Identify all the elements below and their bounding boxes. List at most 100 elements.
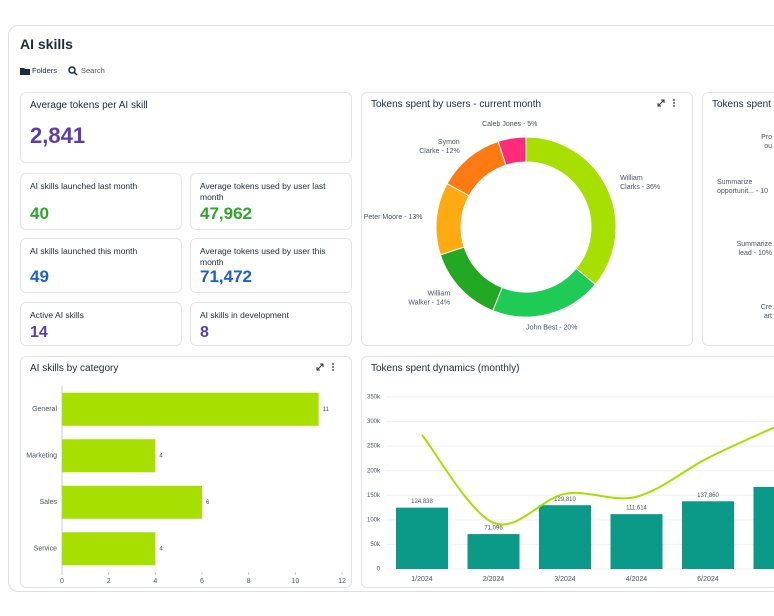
kpi-card: Average tokens per AI skill 2,841 <box>20 92 352 163</box>
kpi-card: Average tokens used by user last month 47… <box>190 173 352 230</box>
slice-label: Clarke - 12% <box>419 148 459 155</box>
y-tick-label: 150k <box>367 493 381 499</box>
bar <box>62 392 319 426</box>
value-label: 4 <box>159 453 163 459</box>
x-tick-label: 10 <box>291 578 299 585</box>
x-tick-label: 4 <box>153 578 157 585</box>
slice-label: John Best - 20% <box>526 325 577 332</box>
value-label: 6 <box>206 500 210 506</box>
bar <box>753 486 774 569</box>
x-tick-label: 0 <box>60 578 64 585</box>
slice-label: Cre <box>761 304 772 311</box>
dashboard-frame <box>8 25 774 592</box>
bar <box>62 532 156 566</box>
kpi-card: AI skills launched last month 40 <box>20 173 182 230</box>
slice-label: Clarks - 36% <box>620 184 660 191</box>
x-tick-label: 2/2024 <box>483 576 505 583</box>
menu-dot[interactable] <box>332 363 334 365</box>
bar <box>467 534 520 569</box>
value-label: 11 <box>323 407 330 413</box>
slice-label: Caleb Jones - 5% <box>482 121 537 128</box>
donut-slice <box>497 136 527 166</box>
bar <box>396 507 448 569</box>
kpi-label: Average tokens used by user this month <box>200 246 326 267</box>
folder-icon <box>20 68 30 75</box>
kpi-card: Active AI skills 14 <box>20 302 182 346</box>
chart-card: Tokens spent <box>702 92 774 346</box>
x-tick-label: 1/2024 <box>411 576 433 583</box>
slice-label: Summarize <box>737 241 773 248</box>
kpi-value: 47,962 <box>200 204 252 223</box>
kpi-card: Average tokens used by user this month 71… <box>190 238 352 293</box>
slice-label: Summarize <box>717 179 753 186</box>
bar <box>62 439 156 473</box>
x-tick-label: 2 <box>107 578 111 585</box>
kpi-value: 71,472 <box>200 267 252 286</box>
slice-label: Walker - 14% <box>408 300 450 307</box>
x-tick-label: 8 <box>247 578 251 585</box>
bar <box>682 501 734 569</box>
slice-label: Symon <box>438 139 460 146</box>
menu-dot[interactable] <box>673 102 675 104</box>
value-label: 4 <box>159 546 163 552</box>
y-tick-label: 200k <box>367 468 381 474</box>
slice-label: Peter Moore - 13% <box>364 214 423 221</box>
value-label: 111,614 <box>626 506 647 512</box>
kpi-value: 49 <box>30 267 49 286</box>
chart-title: Tokens spent by users - current month <box>371 99 542 110</box>
slice-label: William <box>428 291 451 298</box>
kpi-card: AI skills in development 8 <box>190 302 352 346</box>
kpi-label: AI skills in development <box>200 310 289 320</box>
slice-label: William <box>620 175 643 182</box>
expand-button[interactable] <box>657 99 665 107</box>
x-tick-label: 4/2024 <box>626 576 648 583</box>
bar <box>610 514 663 569</box>
value-label: 137,860 <box>697 493 719 499</box>
expand-button[interactable] <box>316 363 324 371</box>
menu-dot[interactable] <box>673 105 675 107</box>
line <box>421 426 774 526</box>
value-label: 124,838 <box>411 499 433 505</box>
kpi-value: 40 <box>30 204 49 223</box>
value-label: 129,810 <box>554 497 576 503</box>
chart-title: AI skills by category <box>30 363 119 374</box>
kpi-label: Average tokens per AI skill <box>30 100 148 111</box>
folders-button[interactable]: Folders <box>32 66 58 75</box>
y-tick-label: 100k <box>367 517 381 523</box>
kpi-label: Average tokens used by user last month <box>200 181 326 202</box>
y-tick-label: 0 <box>377 567 381 573</box>
kpi-value: 2,841 <box>30 123 86 148</box>
page-title: AI skills <box>20 36 73 52</box>
y-tick-label: 350k <box>367 395 381 401</box>
x-tick-label: 6 <box>200 578 204 585</box>
menu-dot[interactable] <box>673 99 675 101</box>
kpi-label: Active AI skills <box>30 310 84 320</box>
bar <box>539 505 591 569</box>
y-tick-label: 250k <box>367 444 381 450</box>
kpi-value: 14 <box>30 324 48 341</box>
slice-label: opportunit... - 10 <box>717 188 768 195</box>
x-tick-label: 12 <box>338 578 346 585</box>
menu-dot[interactable] <box>332 369 334 371</box>
category-label: Marketing <box>26 453 57 460</box>
donut-slice <box>435 182 470 256</box>
kpi-label: AI skills launched last month <box>30 181 138 191</box>
search-button[interactable]: Search <box>81 66 105 75</box>
search-icon <box>68 66 78 76</box>
slice-label: Pro <box>761 134 772 141</box>
kpi-label: AI skills launched this month <box>30 246 138 256</box>
kpi-card: AI skills launched this month 49 <box>20 238 182 293</box>
slice-label: art <box>764 313 772 320</box>
x-tick-label: 3/2024 <box>554 576 576 583</box>
slice-label: ou <box>764 143 772 150</box>
y-tick-label: 300k <box>367 419 381 425</box>
x-tick-label: 6/2024 <box>697 576 719 583</box>
chart-title: Tokens spent <box>712 99 771 110</box>
category-label: Sales <box>39 499 57 506</box>
donut-slice <box>492 267 597 318</box>
kpi-value: 8 <box>200 324 209 341</box>
menu-dot[interactable] <box>332 366 334 368</box>
donut-slice <box>525 136 617 286</box>
